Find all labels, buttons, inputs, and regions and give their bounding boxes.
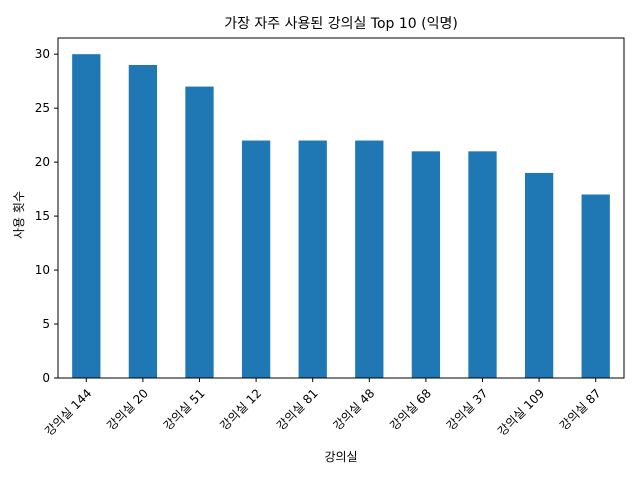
bar — [355, 140, 384, 378]
y-tick-label: 10 — [35, 263, 50, 277]
chart-title: 가장 자주 사용된 강의실 Top 10 (익명) — [224, 16, 458, 32]
bar — [241, 140, 271, 378]
bar — [128, 64, 158, 378]
bar — [72, 54, 101, 378]
y-tick-label: 15 — [35, 209, 50, 223]
bar — [468, 151, 497, 378]
plot-frame — [57, 37, 625, 379]
y-tick-label: 5 — [42, 317, 50, 331]
bar — [298, 140, 327, 378]
y-axis-label: 사용 횟수 — [12, 191, 26, 239]
y-axis: 0 5 10 15 20 25 30 — [35, 47, 58, 385]
y-tick-label: 0 — [42, 371, 50, 385]
y-tick-label: 20 — [35, 155, 50, 169]
bar — [411, 151, 441, 378]
bar — [185, 86, 214, 378]
y-tick-label: 30 — [35, 47, 50, 61]
bar — [581, 194, 610, 378]
plot-area — [57, 37, 625, 379]
bar — [524, 172, 554, 378]
y-tick-label: 25 — [35, 101, 50, 115]
x-axis-label: 강의실 — [324, 450, 357, 464]
